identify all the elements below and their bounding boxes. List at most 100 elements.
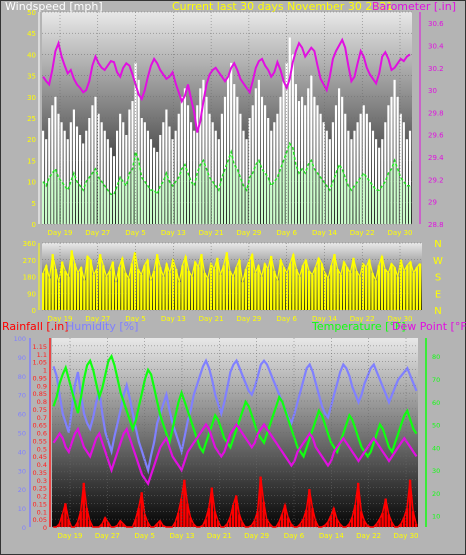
wind-gust-bar	[328, 139, 331, 224]
wind-average-bar	[307, 164, 310, 224]
wind-average-bar	[128, 173, 131, 224]
direction-bar	[418, 263, 422, 310]
rainfall-bar	[384, 498, 387, 527]
direction-bar	[76, 272, 80, 310]
compass-label: N	[434, 239, 441, 250]
wind-gust-bar	[331, 122, 334, 224]
direction-bar	[95, 269, 99, 310]
direction-bar	[197, 267, 200, 310]
baro-tick-label: 30	[428, 87, 437, 95]
direction-bar	[292, 254, 295, 310]
rainfall-bar	[408, 479, 412, 527]
wind-axis-label: Windspeed [mph]	[5, 0, 103, 13]
wind-average-bar	[408, 185, 412, 224]
direction-bar	[349, 272, 352, 310]
direction-bar	[374, 280, 377, 310]
wind-average-bar	[301, 168, 304, 224]
rainfall-bar	[286, 517, 290, 527]
wind-gust-bar	[94, 96, 97, 224]
direction-bar	[270, 256, 273, 310]
temp-axes: 00.050.10.150.20.250.30.350.40.450.50.55…	[14, 335, 441, 540]
wind-average-bar	[387, 173, 390, 224]
rainfall-bar	[302, 519, 305, 527]
rain-tick-label: 0.45	[33, 453, 47, 461]
rain-tick-label: 0.15	[33, 500, 47, 508]
rainfall-bar	[79, 511, 82, 527]
wind-gust-bar	[183, 88, 186, 224]
wind-gust-bar	[153, 147, 156, 224]
direction-bar	[346, 267, 349, 310]
wind-average-bar	[365, 177, 368, 224]
direction-bar	[80, 267, 83, 310]
x-tick-label: Day 22	[356, 532, 381, 540]
wind-average-bar	[251, 173, 254, 224]
direction-bar	[146, 259, 149, 310]
wind-gust-bar	[199, 88, 202, 224]
wind-gust-bar	[347, 130, 350, 224]
rain-tick-label: 0.25	[33, 485, 47, 493]
humidity-tick-label: 0	[22, 524, 26, 532]
direction-bar	[295, 269, 298, 310]
wind-gust-bar	[282, 79, 285, 224]
wind-gust-bar	[112, 156, 116, 224]
rainfall-line	[53, 476, 417, 528]
wind-gust-bar	[233, 84, 236, 224]
rain-tick-label: 0.5	[37, 445, 47, 453]
wind-average-bar	[331, 181, 334, 224]
wind-gust-bar	[307, 88, 310, 224]
wind-gust-bar	[131, 101, 134, 224]
wind-average-bar	[131, 168, 134, 224]
direction-bar	[235, 267, 238, 310]
x-tick-label: Day 19	[58, 532, 83, 540]
rainfall-bar	[225, 523, 229, 527]
wind-gust-bar	[304, 105, 307, 224]
wind-average-bar	[196, 173, 199, 224]
humidity-tick-label: 10	[18, 505, 26, 513]
wind-gust-bar	[402, 122, 405, 224]
wind-average-bar	[402, 181, 405, 224]
direction-bar	[51, 254, 54, 310]
wind-gust-bar	[100, 122, 103, 224]
temp-tick-label: 20	[432, 490, 440, 498]
baro-tick-label: 29.4	[428, 154, 444, 162]
x-tick-label: Day 19	[48, 315, 73, 323]
wind-gust-bar	[362, 105, 365, 224]
rain-tick-label: 0.1	[37, 508, 47, 516]
rainfall-bar	[100, 523, 104, 527]
temperature-line	[52, 353, 418, 459]
wind-average-bar	[171, 185, 174, 224]
humidity-tick-label: 30	[18, 467, 26, 475]
wind-average-bar	[288, 143, 291, 224]
x-tick-label: Day 6	[276, 315, 297, 323]
wind-average-bar	[325, 185, 328, 224]
rainfall-bar	[241, 522, 244, 527]
x-tick-label: Day 19	[48, 229, 73, 237]
direction-bar	[320, 263, 324, 310]
wind-gust-bar	[245, 139, 248, 224]
rainfall-bar	[106, 522, 110, 527]
wind-average-bar	[371, 185, 375, 224]
x-tick-label: Day 27	[85, 229, 110, 237]
rain-tick-label: 1	[43, 367, 47, 375]
rainfall-bar	[305, 509, 308, 527]
rainfall-bar	[189, 517, 192, 527]
wind-average-bar	[405, 185, 408, 224]
wind-gust-bar	[230, 62, 233, 224]
direction-bar	[387, 272, 390, 310]
direction-bar	[57, 282, 61, 310]
temp-tick-label: 40	[432, 444, 440, 452]
rainfall-bar	[357, 482, 360, 527]
direction-bar	[323, 272, 327, 310]
rainfall-bar	[137, 508, 140, 527]
direction-bar	[311, 274, 314, 310]
wind-gust-bar	[205, 96, 208, 224]
rainfall-bar	[262, 501, 265, 527]
wind-average-bar	[227, 160, 230, 224]
wind-gust-bar	[267, 118, 270, 224]
wind-average-bar	[165, 173, 168, 224]
x-tick-label: Day 5	[134, 532, 155, 540]
wind-gust-bar	[79, 134, 82, 224]
compass-label: N	[434, 306, 441, 317]
direction-bar	[276, 280, 279, 310]
rainfall-bar	[231, 504, 235, 527]
